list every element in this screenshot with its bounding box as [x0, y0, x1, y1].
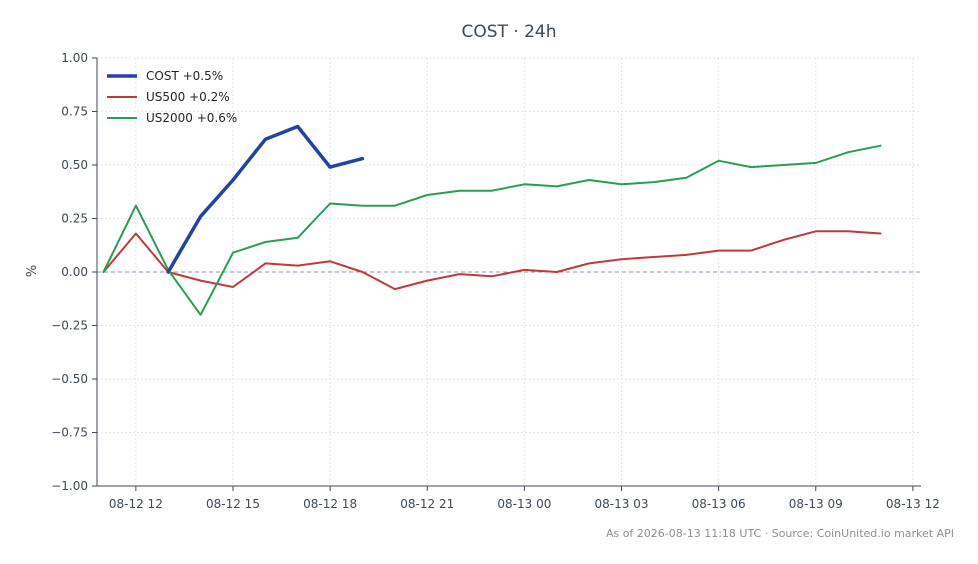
y-tick-label: 0.75: [61, 105, 88, 119]
x-tick-label: 08-13 00: [497, 497, 551, 511]
y-tick-label: 0.50: [61, 158, 88, 172]
x-tick-label: 08-12 21: [400, 497, 454, 511]
series-line-1: [166, 124, 365, 274]
legend-label: COST +0.5%: [146, 69, 223, 83]
legend-label: US2000 +0.6%: [146, 111, 237, 125]
legend-label: US500 +0.2%: [146, 90, 230, 104]
legend: COST +0.5% US500 +0.2% US2000 +0.6%: [107, 69, 237, 125]
y-tick-label: −0.25: [51, 319, 88, 333]
x-tick-label: 08-13 03: [595, 497, 649, 511]
series-line-3: [102, 144, 882, 316]
y-axis-label: %: [25, 265, 40, 277]
x-tick-label: 08-13 09: [789, 497, 843, 511]
series: [102, 124, 882, 316]
y-tick-label: 0.25: [61, 212, 88, 226]
chart-title: COST · 24h: [461, 22, 556, 42]
x-tick-label: 08-12 18: [303, 497, 357, 511]
axes: 1.00 0.75 0.50 0.25 0.00 −0.25 −0.50 −0.75 −1.00…: [51, 51, 940, 511]
x-tick-label: 08-12 12: [109, 497, 163, 511]
series-line-2: [102, 230, 882, 291]
y-tick-label: 0.00: [61, 265, 88, 279]
x-tick-label: 08-13 12: [886, 497, 940, 511]
source-footer: As of 2026-08-13 11:18 UTC · Source: Coi…: [606, 527, 954, 540]
y-tick-label: 1.00: [61, 51, 88, 65]
x-tick-label: 08-13 06: [692, 497, 746, 511]
y-tick-label: −1.00: [51, 479, 88, 493]
y-tick-label: −0.50: [51, 372, 88, 386]
y-tick-label: −0.75: [51, 426, 88, 440]
x-tick-label: 08-12 15: [206, 497, 260, 511]
